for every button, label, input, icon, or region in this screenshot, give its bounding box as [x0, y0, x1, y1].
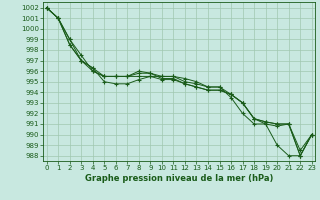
X-axis label: Graphe pression niveau de la mer (hPa): Graphe pression niveau de la mer (hPa): [85, 174, 273, 183]
